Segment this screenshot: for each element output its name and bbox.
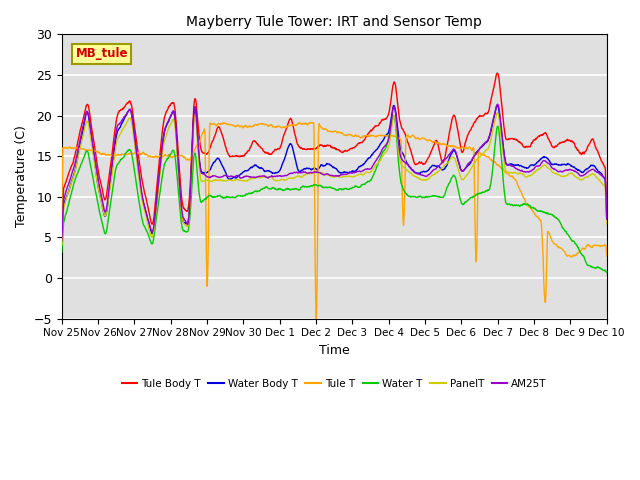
Legend: Tule Body T, Water Body T, Tule T, Water T, PanelT, AM25T: Tule Body T, Water Body T, Tule T, Water…	[118, 375, 551, 393]
Title: Mayberry Tule Tower: IRT and Sensor Temp: Mayberry Tule Tower: IRT and Sensor Temp	[186, 15, 482, 29]
X-axis label: Time: Time	[319, 344, 349, 357]
Y-axis label: Temperature (C): Temperature (C)	[15, 126, 28, 228]
Text: MB_tule: MB_tule	[76, 47, 128, 60]
